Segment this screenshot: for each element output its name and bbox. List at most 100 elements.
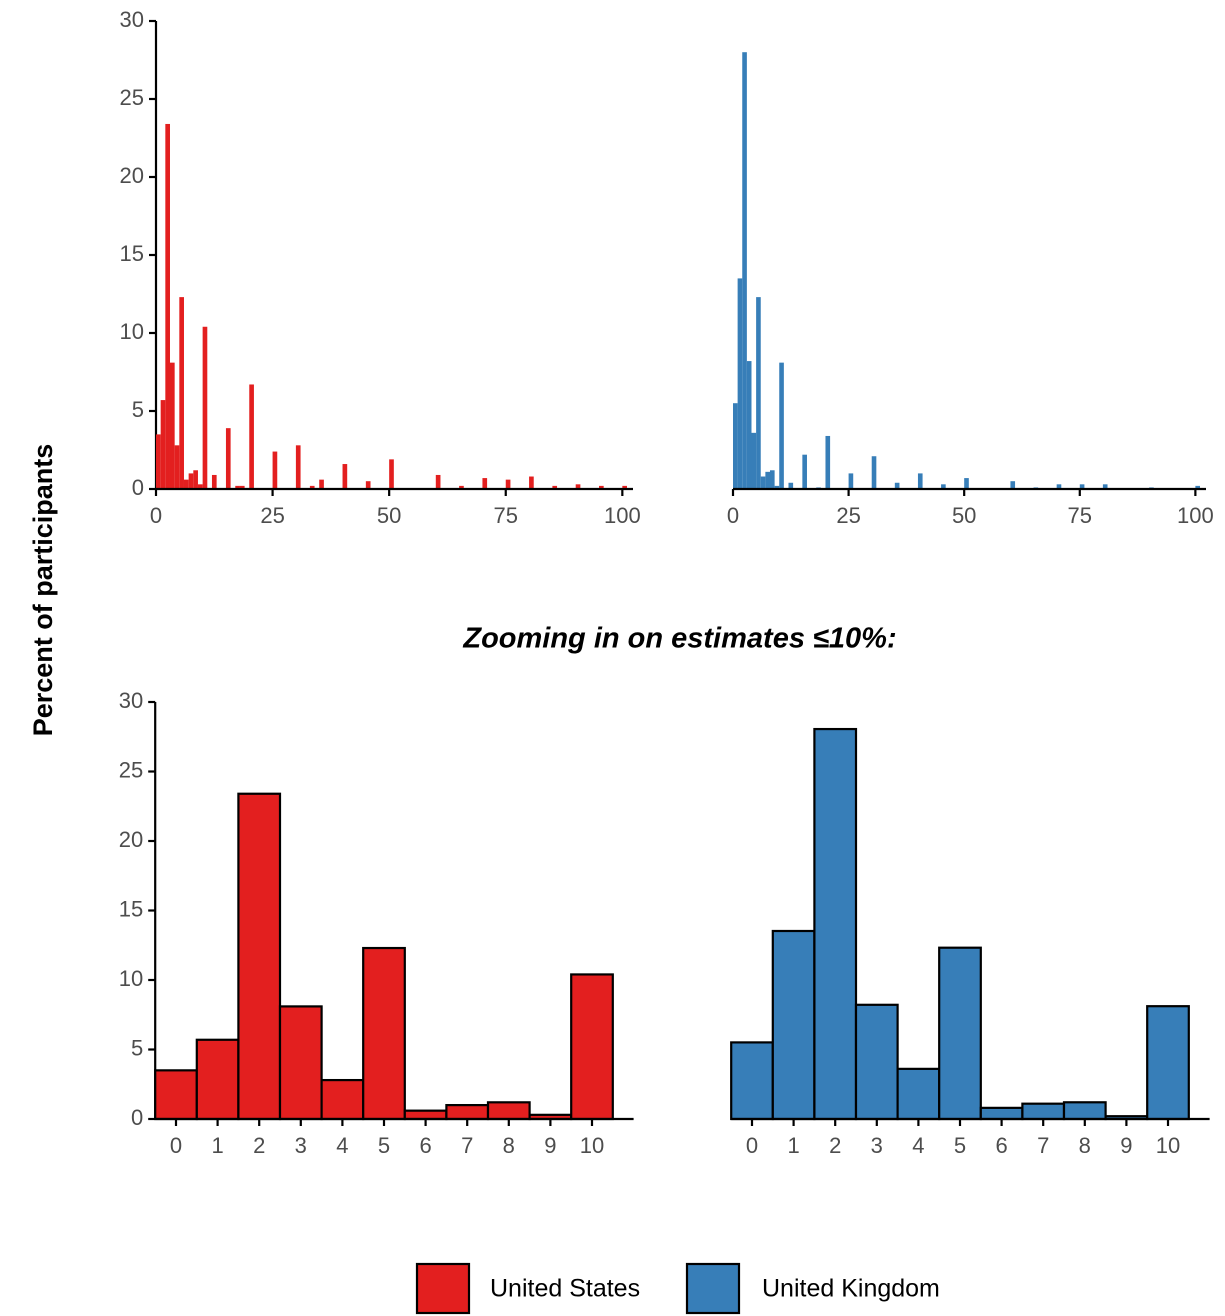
bar (746, 361, 752, 489)
y-tick-label: 5 (131, 1035, 143, 1060)
bar (941, 484, 946, 489)
bar (964, 478, 969, 489)
y-tick-label: 10 (119, 966, 143, 991)
bar (779, 362, 784, 489)
bar (362, 946, 406, 1121)
bar (575, 484, 581, 489)
bar (320, 1078, 365, 1121)
x-tick-label: 0 (170, 1133, 182, 1158)
bar (156, 434, 161, 489)
bar (894, 482, 900, 489)
bar (730, 1041, 774, 1121)
x-tick-label: 8 (503, 1133, 515, 1158)
bar (174, 445, 180, 489)
bar (813, 727, 858, 1121)
bar (211, 474, 217, 489)
x-tick-label: 0 (727, 503, 739, 528)
x-tick-label: 0 (150, 503, 162, 528)
legend-swatch (415, 1262, 471, 1315)
bar (1102, 484, 1108, 489)
bar (742, 52, 747, 489)
y-tick-label: 0 (131, 1105, 143, 1130)
bar (183, 479, 189, 489)
bar (365, 481, 371, 489)
bar (342, 464, 348, 489)
x-tick-label: 100 (1177, 503, 1214, 528)
y-tick-label: 30 (119, 688, 143, 713)
legend-label: United States (490, 1275, 640, 1303)
bar (237, 792, 282, 1121)
bar (938, 946, 982, 1121)
x-tick-label: 7 (461, 1133, 473, 1158)
x-tick-label: 75 (494, 503, 518, 528)
x-tick-label: 4 (912, 1133, 924, 1158)
bar (154, 1069, 198, 1121)
x-tick-label: 5 (378, 1133, 390, 1158)
bar (197, 484, 203, 489)
bar (295, 445, 301, 489)
x-tick-label: 10 (1156, 1133, 1180, 1158)
x-tick-label: 7 (1037, 1133, 1049, 1158)
bar (179, 297, 184, 489)
x-tick-label: 25 (836, 503, 860, 528)
x-tick-label: 0 (746, 1133, 758, 1158)
x-tick-label: 8 (1079, 1133, 1091, 1158)
bar (896, 1067, 941, 1121)
bar (188, 473, 194, 489)
bar (202, 326, 208, 489)
y-tick-label: 15 (119, 896, 143, 921)
x-tick-label: 3 (295, 1133, 307, 1158)
x-tick-label: 6 (995, 1133, 1007, 1158)
bar (1010, 481, 1016, 489)
bar (871, 456, 877, 489)
x-tick-label: 2 (253, 1133, 265, 1158)
bar (272, 451, 278, 489)
bar (1195, 485, 1200, 489)
bar (788, 482, 794, 489)
bar (249, 384, 254, 489)
x-tick-label: 10 (580, 1133, 604, 1158)
legend-swatch (685, 1262, 741, 1315)
bar (917, 473, 923, 489)
x-tick-label: 3 (871, 1133, 883, 1158)
bar (165, 123, 170, 490)
bar (193, 470, 198, 489)
y-tick-label: 10 (120, 319, 144, 344)
bar (435, 474, 441, 489)
bar (769, 470, 775, 489)
x-tick-label: 50 (952, 503, 976, 528)
x-tick-label: 50 (377, 503, 401, 528)
x-tick-label: 1 (211, 1133, 223, 1158)
bar (622, 485, 627, 489)
x-tick-label: 5 (954, 1133, 966, 1158)
bar (825, 435, 831, 489)
bar (737, 278, 743, 489)
x-tick-label: 25 (260, 503, 284, 528)
bar (979, 1106, 1024, 1121)
bar (309, 485, 315, 489)
bar (1021, 1102, 1066, 1121)
y-tick-label: 20 (119, 827, 143, 852)
x-tick-label: 9 (544, 1133, 556, 1158)
legend-label: United Kingdom (762, 1275, 940, 1303)
y-tick-label: 15 (120, 241, 144, 266)
y-tick-label: 0 (132, 475, 144, 500)
x-tick-label: 100 (604, 503, 641, 528)
bar (169, 362, 175, 489)
bar (1056, 484, 1062, 489)
bar (733, 403, 738, 489)
y-tick-label: 5 (132, 397, 144, 422)
bar (854, 1003, 899, 1121)
x-tick-label: 6 (419, 1133, 431, 1158)
x-tick-label: 75 (1068, 503, 1092, 528)
bar (160, 400, 166, 489)
bar (599, 485, 604, 489)
bar (486, 1101, 531, 1121)
bar (774, 485, 780, 489)
bar (225, 428, 231, 489)
bar (195, 1038, 240, 1121)
y-tick-label: 20 (120, 163, 144, 188)
bar (278, 1005, 323, 1121)
bar (389, 459, 394, 489)
